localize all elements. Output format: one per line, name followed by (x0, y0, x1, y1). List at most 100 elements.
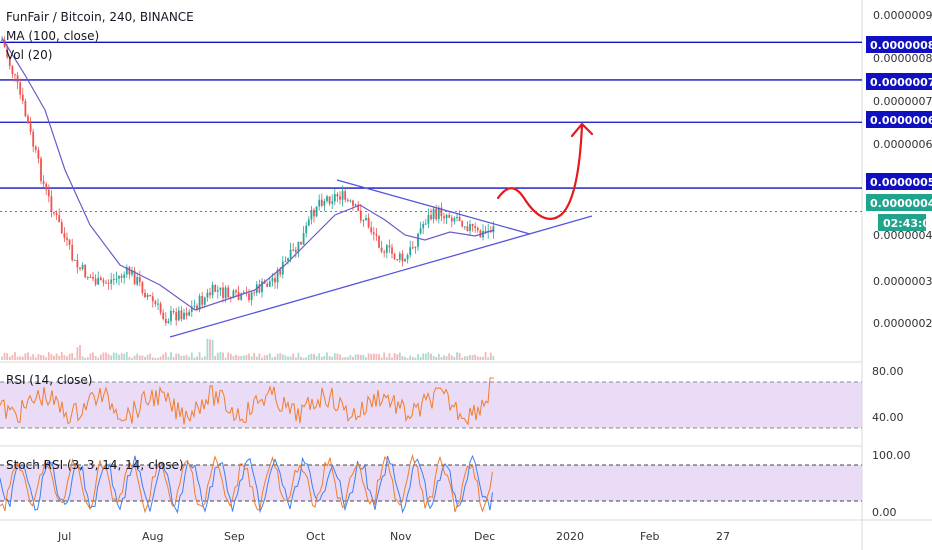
candle-body (125, 267, 128, 275)
candle-body (404, 259, 406, 262)
svg-text:0.00000052: 0.00000052 (870, 176, 932, 189)
volume-bar (94, 355, 97, 360)
volume-bar (307, 355, 310, 360)
volume-bar (339, 354, 341, 360)
volume-bar (214, 356, 217, 360)
candle-body (281, 261, 284, 275)
candle-body (388, 245, 391, 248)
level-tag: 0.00000066 (866, 111, 932, 128)
volume-bar (97, 357, 100, 360)
volume-bar (479, 356, 482, 360)
volume-bar (172, 357, 175, 360)
candle-body (66, 237, 68, 240)
volume-bar (430, 353, 432, 360)
candle-body (188, 311, 191, 316)
candle-body (196, 305, 198, 310)
volume-bar (456, 352, 458, 360)
candle-body (42, 181, 45, 184)
svg-text:0.00000083: 0.00000083 (870, 39, 932, 52)
volume-bar (177, 353, 180, 360)
volume-bar (1, 356, 3, 360)
candle-body (201, 296, 204, 305)
candle-body (60, 222, 63, 234)
candle-body (456, 216, 458, 219)
volume-bar (53, 355, 55, 360)
candle-body (297, 241, 300, 253)
volume-bar (443, 355, 445, 360)
candle-body (305, 225, 308, 234)
candle-body (406, 255, 409, 260)
candle-body (411, 247, 414, 249)
volume-bar (133, 355, 136, 360)
volume-bar (37, 354, 40, 360)
candle-body (227, 287, 230, 298)
volume-bar (128, 356, 131, 360)
volume-bar (89, 353, 92, 360)
candle-body (320, 199, 323, 206)
candle-body (53, 211, 55, 214)
volume-bar (118, 354, 120, 360)
volume-bar (183, 355, 185, 360)
candle-body (190, 306, 193, 312)
volume-bar (326, 352, 328, 360)
volume-bar (281, 354, 284, 360)
candle-body (232, 290, 235, 298)
candle-body (203, 297, 206, 305)
volume-bar (453, 356, 456, 360)
volume-bar (196, 356, 198, 360)
candle-body (271, 278, 274, 282)
volume-bar (240, 356, 243, 360)
volume-bar (419, 356, 422, 360)
volume-bar (40, 355, 42, 360)
volume-bar (411, 357, 414, 360)
volume-bar (110, 355, 113, 360)
candle-body (11, 66, 14, 75)
volume-bar (258, 353, 261, 360)
volume-bar (112, 352, 115, 360)
candle-body (235, 290, 237, 293)
candle-body (279, 269, 282, 275)
volume-bar (482, 356, 484, 360)
candle-body (99, 277, 102, 281)
volume-bar (310, 353, 313, 360)
svg-text:02:43:07: 02:43:07 (883, 217, 932, 230)
candle-body (141, 282, 144, 293)
volume-bar (375, 353, 378, 360)
volume-bar (16, 356, 19, 360)
volume-bar (432, 355, 435, 360)
time-tick: 2020 (556, 530, 584, 543)
candle-body (14, 74, 16, 76)
candle-body (8, 57, 11, 67)
candle-body (419, 228, 422, 234)
volume-bar (427, 352, 430, 360)
candle-body (86, 276, 89, 278)
candle-body (73, 259, 76, 261)
ma-legend: MA (100, close) (6, 29, 99, 43)
candle-body (133, 270, 136, 285)
volume-bar (362, 354, 365, 360)
volume-bar (458, 353, 461, 360)
candle-body (476, 228, 479, 231)
time-tick: Dec (474, 530, 495, 543)
stoch-tick: 0.00 (872, 506, 897, 519)
candle-body (32, 131, 35, 147)
candle-body (349, 200, 352, 202)
volume-bar (229, 353, 232, 360)
volume-bar (235, 354, 237, 360)
candle-body (427, 215, 430, 224)
volume-bar (380, 357, 383, 360)
volume-bar (422, 353, 425, 360)
candle-body (167, 321, 170, 324)
candle-body (240, 293, 243, 300)
candle-body (89, 276, 92, 278)
candle-body (352, 200, 354, 206)
candle-body (289, 249, 292, 259)
resistance-levels (0, 41, 862, 189)
svg-text:0.00000075: 0.00000075 (870, 76, 932, 89)
volume-bar (149, 353, 152, 360)
volume-bar (474, 354, 477, 360)
volume-bar (406, 357, 409, 360)
volume-bar (84, 357, 87, 360)
